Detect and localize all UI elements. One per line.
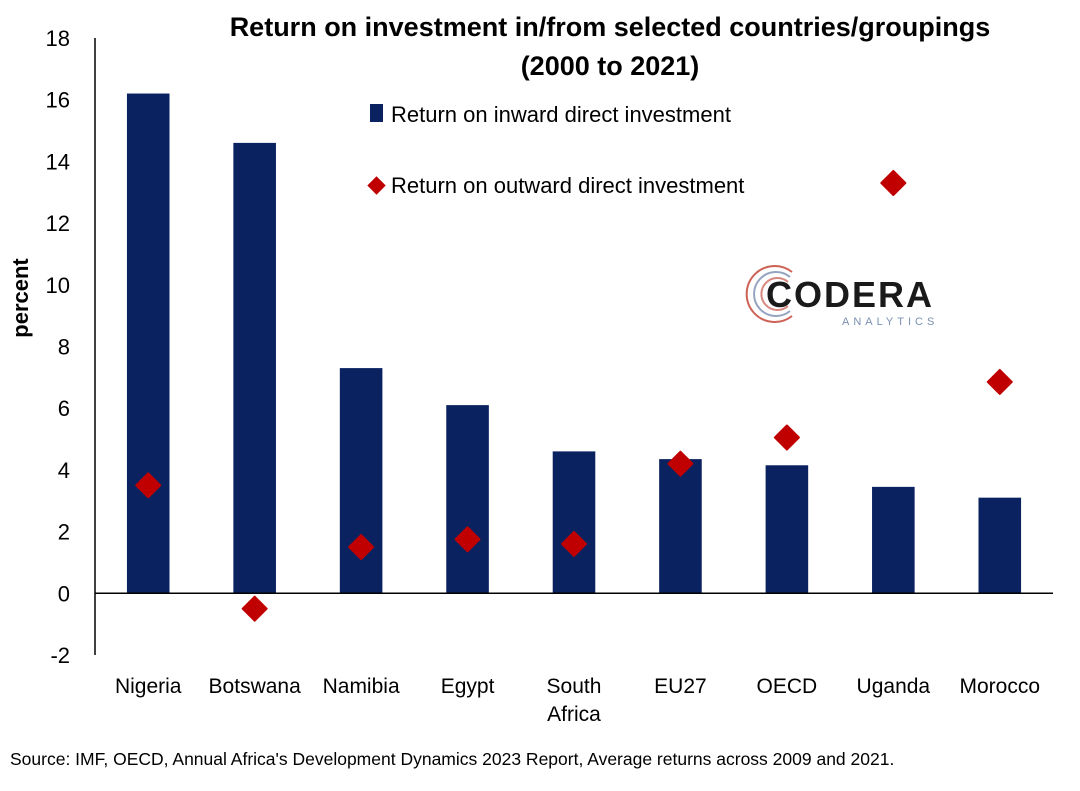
y-tick-label: 4	[58, 458, 70, 483]
x-category-label: Egypt	[441, 675, 495, 698]
marker-outward	[667, 450, 694, 477]
chart-title-line-2: (2000 to 2021)	[521, 51, 700, 81]
legend-swatch-inward	[370, 104, 383, 122]
y-tick-label: 16	[46, 88, 70, 113]
axes	[94, 38, 1053, 655]
bar-series	[126, 93, 1022, 594]
x-category-label: South	[547, 675, 602, 698]
bar-inward	[872, 486, 915, 594]
x-category-label: EU27	[654, 675, 707, 698]
x-category-label: OECD	[757, 675, 818, 698]
y-tick-label: -2	[50, 643, 70, 668]
y-tick-label: 6	[58, 396, 70, 421]
chart-title-line-1: Return on investment in/from selected co…	[230, 12, 991, 42]
y-tick-label: 2	[58, 520, 70, 545]
y-tick-label: 0	[58, 581, 70, 606]
marker-outward	[773, 424, 800, 451]
chart-title: Return on investment in/from selected co…	[230, 12, 991, 81]
marker-outward	[241, 595, 268, 622]
x-category-label: Botswana	[209, 675, 302, 698]
bar-inward	[552, 451, 596, 594]
bar-inward	[446, 405, 489, 594]
y-tick-label: 18	[46, 26, 70, 51]
source-note: Source: IMF, OECD, Annual Africa's Devel…	[10, 749, 894, 769]
legend-label-outward: Return on outward direct investment	[391, 173, 744, 198]
x-category-label: Uganda	[857, 675, 931, 698]
y-tick-label: 12	[46, 211, 70, 236]
marker-outward	[561, 530, 587, 557]
x-category-label: Morocco	[960, 675, 1041, 698]
legend-label-inward: Return on inward direct investment	[391, 102, 731, 127]
y-axis-ticks: -2 0 2 4 6 8 10 12 14 16 18	[46, 26, 70, 668]
bar-inward	[978, 497, 1022, 594]
legend-swatch-outward	[367, 176, 386, 195]
marker-series	[135, 169, 1013, 622]
bar-inward	[126, 93, 170, 594]
bar-inward	[233, 142, 276, 594]
y-tick-label: 8	[58, 335, 70, 360]
marker-outward	[348, 534, 375, 561]
logo-wordmark: CODERA	[766, 274, 934, 315]
x-category-label: Nigeria	[115, 675, 182, 698]
codera-logo: CODERA ANALYTICS	[745, 265, 938, 328]
logo-mark	[745, 265, 793, 323]
marker-outward	[454, 526, 481, 553]
logo-tagline: ANALYTICS	[842, 316, 938, 328]
marker-outward	[986, 368, 1013, 395]
legend: Return on inward direct investment Retur…	[367, 102, 744, 198]
bar-inward	[765, 465, 809, 594]
bar-inward	[659, 459, 702, 594]
marker-outward	[135, 472, 162, 499]
x-category-label: Africa	[547, 703, 601, 726]
y-tick-label: 10	[46, 273, 70, 298]
marker-outward	[880, 169, 907, 196]
x-axis-categories: Nigeria Botswana Namibia Egypt South Africa EU…	[115, 675, 1040, 726]
y-axis-label: percent	[8, 258, 33, 338]
x-category-label: Namibia	[323, 675, 400, 698]
y-tick-label: 14	[46, 149, 70, 174]
